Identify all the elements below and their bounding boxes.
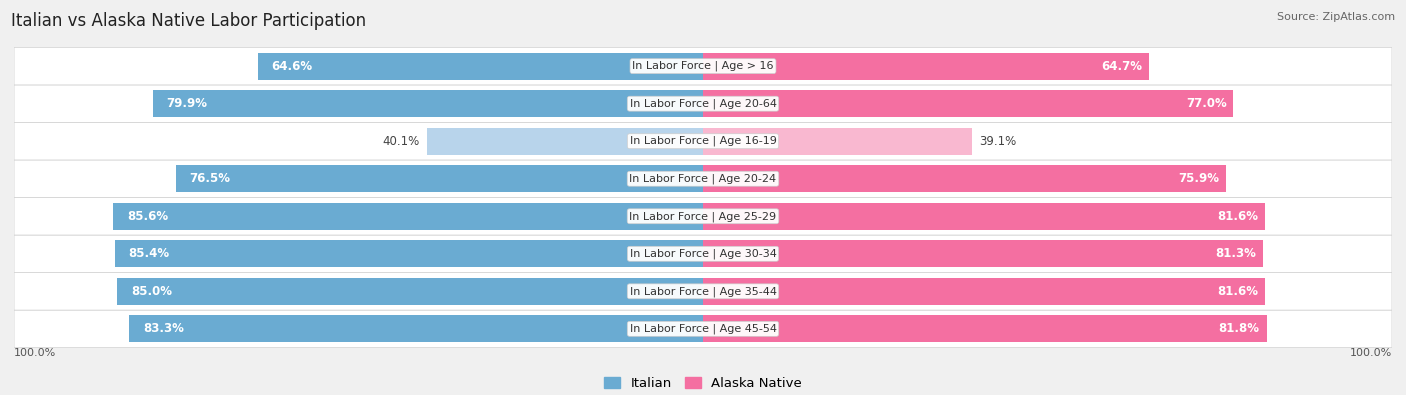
Text: 76.5%: 76.5% [190,172,231,185]
Text: Source: ZipAtlas.com: Source: ZipAtlas.com [1277,12,1395,22]
Text: In Labor Force | Age 30-34: In Labor Force | Age 30-34 [630,248,776,259]
FancyBboxPatch shape [14,310,1392,348]
Text: In Labor Force | Age 25-29: In Labor Force | Age 25-29 [630,211,776,222]
FancyBboxPatch shape [14,85,1392,122]
Text: 40.1%: 40.1% [382,135,420,148]
Text: 79.9%: 79.9% [166,97,207,110]
Text: 77.0%: 77.0% [1185,97,1226,110]
Text: 85.6%: 85.6% [127,210,169,223]
Bar [703,90,1233,117]
Bar [117,278,703,305]
Bar [129,315,703,342]
Text: 85.0%: 85.0% [131,285,172,298]
Bar [703,315,1267,342]
Text: In Labor Force | Age 16-19: In Labor Force | Age 16-19 [630,136,776,147]
Bar [427,128,703,155]
Text: 75.9%: 75.9% [1178,172,1219,185]
FancyBboxPatch shape [14,47,1392,85]
Text: 83.3%: 83.3% [143,322,184,335]
Bar [115,240,703,267]
Bar [257,53,703,80]
Text: In Labor Force | Age 20-24: In Labor Force | Age 20-24 [630,173,776,184]
Text: Italian vs Alaska Native Labor Participation: Italian vs Alaska Native Labor Participa… [11,12,367,30]
Text: 39.1%: 39.1% [979,135,1017,148]
Text: 64.6%: 64.6% [271,60,314,73]
FancyBboxPatch shape [14,160,1392,198]
Text: 100.0%: 100.0% [14,348,56,358]
Text: In Labor Force | Age > 16: In Labor Force | Age > 16 [633,61,773,71]
Bar [703,165,1226,192]
Bar [152,90,703,117]
Text: In Labor Force | Age 35-44: In Labor Force | Age 35-44 [630,286,776,297]
Text: In Labor Force | Age 20-64: In Labor Force | Age 20-64 [630,98,776,109]
Bar [703,128,973,155]
Bar [176,165,703,192]
Bar [703,278,1265,305]
FancyBboxPatch shape [14,235,1392,273]
Text: 100.0%: 100.0% [1350,348,1392,358]
FancyBboxPatch shape [14,122,1392,160]
Text: 85.4%: 85.4% [128,247,170,260]
Bar [114,203,703,230]
FancyBboxPatch shape [14,273,1392,310]
Text: 81.3%: 81.3% [1215,247,1256,260]
Text: 64.7%: 64.7% [1101,60,1142,73]
Bar [703,203,1265,230]
Legend: Italian, Alaska Native: Italian, Alaska Native [599,371,807,395]
Text: 81.6%: 81.6% [1218,210,1258,223]
Bar [703,240,1263,267]
Text: 81.8%: 81.8% [1219,322,1260,335]
Text: 81.6%: 81.6% [1218,285,1258,298]
FancyBboxPatch shape [14,198,1392,235]
Text: In Labor Force | Age 45-54: In Labor Force | Age 45-54 [630,324,776,334]
Bar [703,53,1149,80]
